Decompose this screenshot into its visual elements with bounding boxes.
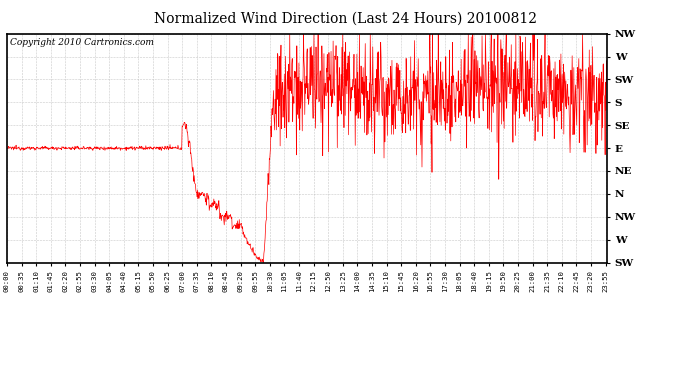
Text: Normalized Wind Direction (Last 24 Hours) 20100812: Normalized Wind Direction (Last 24 Hours… xyxy=(153,11,537,25)
Text: Copyright 2010 Cartronics.com: Copyright 2010 Cartronics.com xyxy=(10,38,154,47)
